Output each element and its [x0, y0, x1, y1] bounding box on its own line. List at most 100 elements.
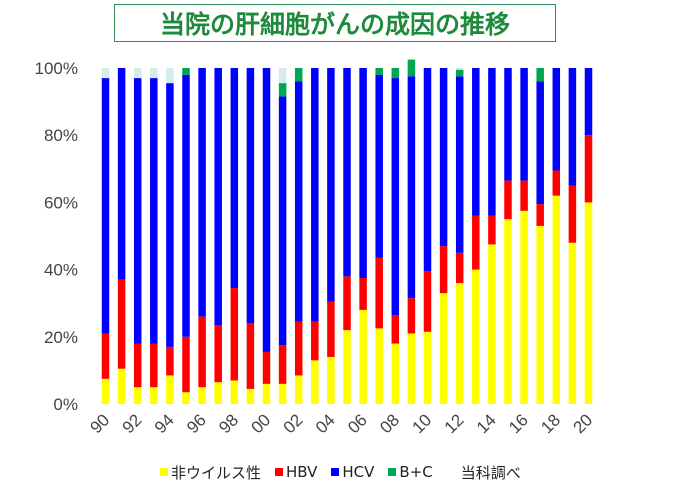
legend-swatch-non-viral: [160, 468, 168, 476]
bar-segment-non-viral: [504, 219, 512, 404]
legend: 非ウイルス性 HBV HCV B+C 当科調べ: [160, 462, 521, 482]
bar-segment-hbv: [182, 336, 190, 393]
bar-segment-remainder: [133, 68, 142, 79]
bar-segment-hcv: [455, 76, 464, 253]
y-tick-label: 0%: [53, 395, 78, 414]
chart-title-box: 当院の肝細胞がんの成因の推移: [114, 4, 556, 42]
legend-swatch-hcv: [331, 468, 340, 476]
bar-segment-non-viral: [246, 388, 255, 404]
bar-segment-hbv: [101, 333, 110, 379]
bar-segment-hcv: [278, 96, 287, 346]
bar-segment-b-c: [294, 68, 303, 82]
legend-label-non-viral: 非ウイルス性: [171, 463, 262, 482]
bar-segment-remainder: [166, 68, 174, 84]
y-tick-label: 80%: [44, 126, 78, 145]
bar-segment-hcv: [552, 68, 561, 171]
bar-segment-non-viral: [439, 293, 448, 404]
x-tick-label: 18: [537, 410, 564, 437]
bar-segment-hbv: [343, 276, 351, 331]
bar-segment-hcv: [391, 78, 400, 315]
bar-segment-hbv: [198, 316, 206, 388]
y-tick-label: 20%: [44, 328, 78, 347]
bar-segment-b-c: [278, 83, 287, 97]
x-tick-label: 00: [248, 410, 275, 437]
y-tick-label: 60%: [44, 193, 78, 212]
bar-segment-non-viral: [359, 309, 367, 404]
legend-label-b-c: B+C: [399, 463, 433, 481]
source-note: 当科調べ: [460, 463, 521, 482]
bar-series: [101, 59, 593, 404]
bar-segment-non-viral: [198, 387, 206, 404]
bar-segment-hbv: [327, 301, 335, 357]
x-tick-label: 92: [119, 410, 146, 437]
bar-segment-hbv: [230, 288, 239, 381]
x-axis: 90 92 94 96 98 00 02 04 06 08 10 12 14 16 18 20: [87, 410, 597, 437]
bar-segment-non-viral: [278, 383, 287, 404]
bar-segment-hcv: [198, 68, 206, 317]
bar-segment-hcv: [375, 74, 383, 258]
bar-segment-hcv: [246, 68, 255, 324]
bar-segment-hbv: [214, 325, 222, 383]
bar-segment-hbv: [504, 180, 512, 220]
bar-segment-non-viral: [166, 375, 174, 404]
x-tick-label: 16: [505, 410, 532, 437]
bar-segment-hbv: [536, 204, 544, 226]
bar-segment-hcv: [343, 68, 351, 277]
bar-segment-non-viral: [423, 331, 432, 404]
bar-segment-hbv: [455, 252, 464, 284]
bar-segment-non-viral: [214, 382, 222, 404]
x-tick-label: 14: [473, 410, 500, 437]
chart-title: 当院の肝細胞がんの成因の推移: [159, 10, 510, 39]
legend-item-hcv: HCV: [331, 463, 374, 481]
bar-segment-hbv: [584, 135, 593, 203]
bar-segment-hbv: [423, 271, 432, 332]
x-tick-label: 10: [409, 410, 436, 437]
bar-segment-non-viral: [391, 343, 400, 404]
bar-segment-hcv: [504, 68, 512, 181]
bar-segment-hcv: [214, 68, 222, 326]
bar-segment-hcv: [439, 68, 448, 247]
bar-segment-hcv: [407, 76, 416, 299]
x-tick-label: 06: [344, 410, 371, 437]
bar-segment-non-viral: [262, 383, 271, 404]
bar-segment-non-viral: [407, 333, 416, 404]
x-tick-label: 20: [570, 410, 597, 437]
bar-segment-remainder: [150, 68, 158, 79]
legend-swatch-hbv: [275, 468, 284, 476]
bar-segment-non-viral: [182, 392, 190, 404]
bar-segment-hbv: [262, 351, 271, 384]
bar-segment-non-viral: [584, 202, 593, 404]
bar-segment-non-viral: [488, 244, 496, 404]
bar-segment-non-viral: [375, 328, 383, 404]
bar-segment-non-viral: [294, 375, 303, 404]
bar-segment-hcv: [423, 68, 432, 272]
y-tick-label: 40%: [44, 261, 78, 280]
bar-segment-hcv: [182, 74, 190, 337]
bar-segment-remainder: [455, 68, 464, 70]
bar-segment-hcv: [536, 81, 544, 205]
bar-segment-hcv: [262, 68, 271, 352]
bar-segment-hbv: [439, 246, 448, 294]
bar-segment-non-viral: [455, 283, 464, 404]
bar-segment-hcv: [150, 78, 158, 344]
bar-segment-non-viral: [230, 380, 239, 404]
bar-segment-non-viral: [327, 356, 335, 404]
bar-segment-hbv: [311, 321, 319, 361]
bar-segment-b-c: [407, 59, 416, 77]
x-tick-label: 98: [215, 410, 242, 437]
bar-segment-non-viral: [150, 387, 158, 404]
bar-segment-non-viral: [101, 378, 110, 404]
bar-segment-hbv: [117, 279, 126, 369]
bar-segment-hcv: [166, 83, 174, 347]
bar-segment-hbv: [568, 185, 577, 243]
bar-segment-hcv: [117, 68, 126, 280]
y-tick-label: 100%: [35, 59, 78, 78]
x-tick-label: 08: [376, 410, 403, 437]
bar-segment-hcv: [327, 68, 335, 302]
bar-segment-hbv: [488, 215, 496, 245]
bar-segment-b-c: [391, 68, 400, 79]
bar-segment-hcv: [488, 68, 496, 216]
bar-segment-hbv: [375, 257, 383, 329]
bar-segment-hcv: [472, 68, 480, 216]
bar-segment-non-viral: [520, 210, 528, 404]
